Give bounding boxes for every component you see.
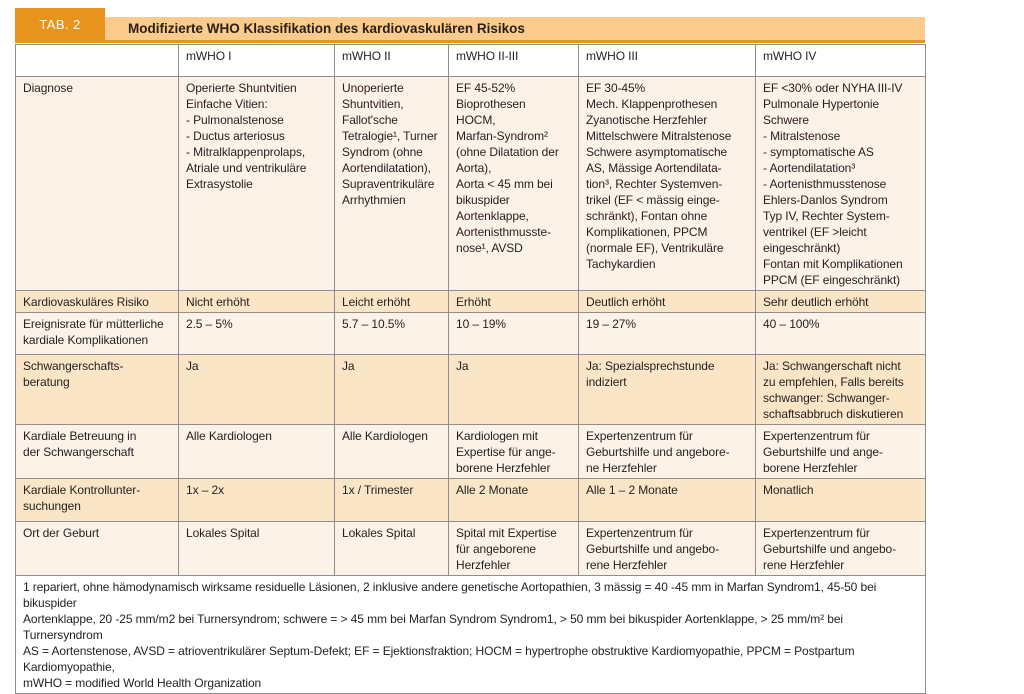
table-cell: Alle 2 Monate: [448, 478, 579, 522]
table-row-ort-der-geburt: Ort der Geburt Lokales Spital Lokales Sp…: [15, 521, 926, 576]
table-row-risiko: Kardiovaskuläres Risiko Nicht erhöht Lei…: [15, 290, 926, 313]
table-number-badge: TAB. 2: [15, 8, 105, 40]
column-header-mwho-1: mWHO I: [178, 44, 335, 77]
table-cell: Leicht erhöht: [334, 290, 449, 313]
table-cell: Kardiologen mit Expertise für ange- bore…: [448, 424, 579, 479]
table-cell: EF 30-45% Mech. Klappenprothesen Zyanoti…: [578, 76, 756, 291]
row-label: Ereignisrate für mütterliche kardiale Ko…: [15, 312, 179, 355]
row-label: Kardiovaskuläres Risiko: [15, 290, 179, 313]
column-header-mwho-4: mWHO IV: [755, 44, 926, 77]
table-title: Modifizierte WHO Klassifikation des kard…: [128, 21, 525, 36]
table-cell: Ja: [334, 354, 449, 425]
row-label: Diagnose: [15, 76, 179, 291]
table-cell: 1x – 2x: [178, 478, 335, 522]
table-cell: Ja: [178, 354, 335, 425]
column-header-mwho-2-3: mWHO II-III: [448, 44, 579, 77]
table-title-bar: TAB. 2 Modifizierte WHO Klassifikation d…: [15, 8, 925, 43]
table-cell: Expertenzentrum für Geburtshilfe und ang…: [578, 424, 756, 479]
row-label: Ort der Geburt: [15, 521, 179, 576]
table-cell: 10 – 19%: [448, 312, 579, 355]
table-cell: Ja: [448, 354, 579, 425]
table-cell: Ja: Schwangerschaft nicht zu empfehlen, …: [755, 354, 926, 425]
table-row-ereignisrate: Ereignisrate für mütterliche kardiale Ko…: [15, 312, 926, 355]
column-header-row: mWHO I mWHO II mWHO II-III mWHO III mWHO…: [15, 44, 926, 77]
table-cell: Spital mit Expertise für angeborene Herz…: [448, 521, 579, 576]
row-label: Kardiale Betreuung in der Schwangerschaf…: [15, 424, 179, 479]
table-cell: Erhöht: [448, 290, 579, 313]
table-cell: Monatlich: [755, 478, 926, 522]
table-cell: Ja: Spezialsprechstunde indiziert: [578, 354, 756, 425]
table-row-kardiale-betreuung: Kardiale Betreuung in der Schwangerschaf…: [15, 424, 926, 479]
table-cell: Expertenzentrum für Geburtshilfe und ang…: [755, 521, 926, 576]
footnote-row: 1 repariert, ohne hämodynamisch wirksame…: [15, 575, 926, 694]
table-row-diagnose: Diagnose Operierte Shuntvitien Einfache …: [15, 76, 926, 291]
table-cell: Sehr deutlich erhöht: [755, 290, 926, 313]
table-cell: Alle Kardiologen: [178, 424, 335, 479]
table-cell: Lokales Spital: [334, 521, 449, 576]
column-header-mwho-2: mWHO II: [334, 44, 449, 77]
table-cell: Operierte Shuntvitien Einfache Vitien: -…: [178, 76, 335, 291]
table-cell: Alle 1 – 2 Monate: [578, 478, 756, 522]
column-header-empty: [15, 44, 179, 77]
table-row-kontrolluntersuchungen: Kardiale Kontrollunter- suchungen 1x – 2…: [15, 478, 926, 522]
table-cell: 40 – 100%: [755, 312, 926, 355]
table-cell: Lokales Spital: [178, 521, 335, 576]
table-cell: 1x / Trimester: [334, 478, 449, 522]
who-risk-classification-table: mWHO I mWHO II mWHO II-III mWHO III mWHO…: [15, 44, 926, 694]
table-cell: 19 – 27%: [578, 312, 756, 355]
table-row-schwangerschaftsberatung: Schwangerschafts- beratung Ja Ja Ja Ja: …: [15, 354, 926, 425]
table-cell: 2.5 – 5%: [178, 312, 335, 355]
column-header-mwho-3: mWHO III: [578, 44, 756, 77]
table-cell: 5.7 – 10.5%: [334, 312, 449, 355]
table-cell: Expertenzentrum für Geburtshilfe und ang…: [755, 424, 926, 479]
table-cell: Deutlich erhöht: [578, 290, 756, 313]
row-label: Schwangerschafts- beratung: [15, 354, 179, 425]
table-footnote: 1 repariert, ohne hämodynamisch wirksame…: [15, 575, 926, 694]
row-label: Kardiale Kontrollunter- suchungen: [15, 478, 179, 522]
table-cell: EF <30% oder NYHA III-IV Pulmonale Hyper…: [755, 76, 926, 291]
table-cell: Nicht erhöht: [178, 290, 335, 313]
table-cell: Unoperierte Shuntvitien, Fallot'sche Tet…: [334, 76, 449, 291]
table-cell: Expertenzentrum für Geburtshilfe und ang…: [578, 521, 756, 576]
table-cell: Alle Kardiologen: [334, 424, 449, 479]
table-cell: EF 45-52% Bioprothesen HOCM, Marfan-Synd…: [448, 76, 579, 291]
